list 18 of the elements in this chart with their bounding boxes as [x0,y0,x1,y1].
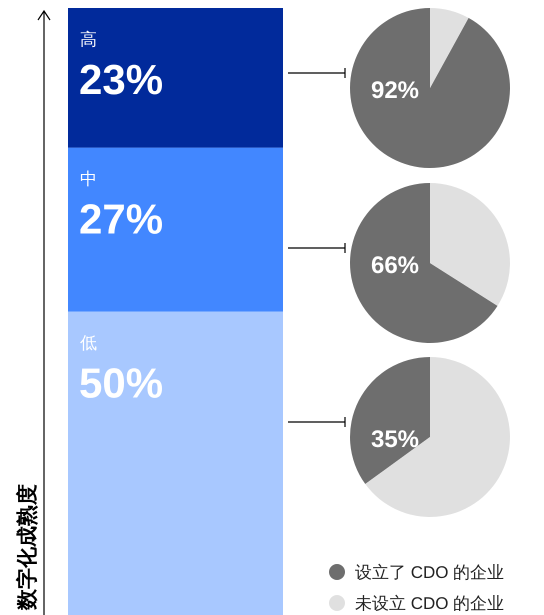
pie-slice [350,357,430,484]
series-label: 高 [80,30,97,49]
legend-label: 未设立 CDO 的企业 [355,594,504,613]
series-label: 中 [80,170,97,189]
pie-slice [430,8,469,88]
data-label: 27% [79,196,164,243]
data-label: 23% [79,56,164,103]
data-label: 66% [370,252,420,279]
pie-slice [365,357,510,517]
pie-slice [350,8,510,168]
legend-label: 设立了 CDO 的企业 [355,563,504,582]
data-label: 35% [370,426,420,453]
series-label: 低 [80,334,97,352]
pie-slice [350,183,498,343]
data-label: 92% [370,77,420,104]
pie-slice [430,183,510,306]
data-label: 50% [79,360,164,406]
y-axis-title: 数字化成熟度 [15,484,39,611]
